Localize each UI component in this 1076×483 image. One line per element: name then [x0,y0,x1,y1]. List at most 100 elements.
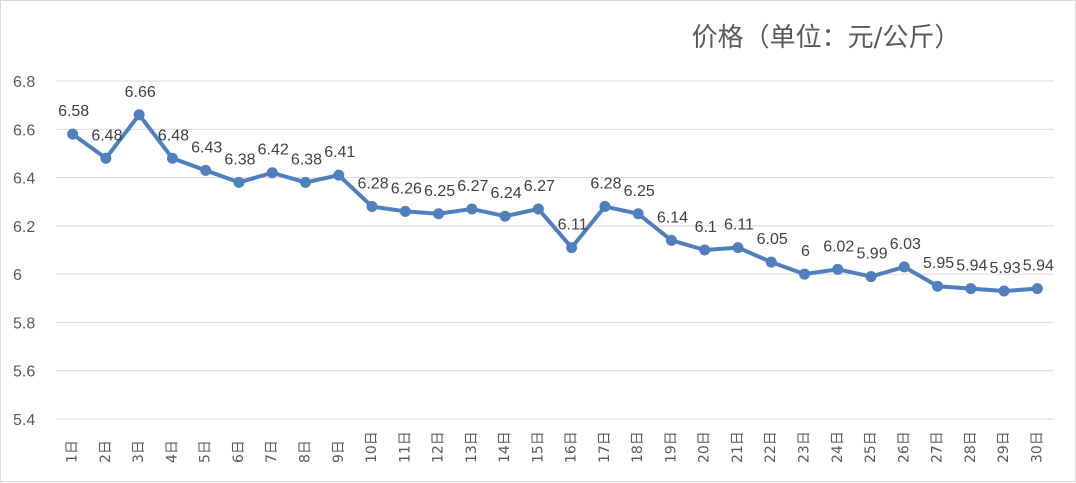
x-tick-label: 13日 [464,431,480,463]
x-tick-label: 11日 [397,431,413,463]
x-tick-label: 27日 [930,431,946,463]
data-label: 5.93 [990,260,1021,277]
data-point [932,280,944,292]
data-label: 6.24 [491,185,522,202]
x-tick-label: 9日 [331,440,347,463]
x-tick-label: 21日 [730,431,746,463]
y-tick-label: 5.4 [13,412,35,429]
x-tick-label: 4日 [164,440,180,463]
y-tick-label: 6.2 [13,219,35,236]
data-point [532,203,544,215]
data-label: 6.11 [558,217,588,234]
data-point [166,152,178,164]
data-point [67,128,79,140]
x-tick-label: 1日 [65,440,81,463]
data-label: 6.58 [58,103,89,120]
y-tick-label: 6 [13,267,22,284]
data-label: 6.27 [524,178,555,195]
data-point [699,244,711,256]
x-tick-label: 29日 [996,431,1012,463]
data-point [1031,283,1043,295]
data-point [566,242,578,254]
series-layer [67,109,1043,297]
data-point [865,271,877,283]
x-tick-label: 12日 [431,431,447,463]
x-tick-label: 26日 [896,431,912,463]
data-point [599,201,611,213]
data-label: 6.42 [258,142,289,159]
x-tick-label: 3日 [131,440,147,463]
data-label: 5.94 [956,258,987,275]
data-point [466,203,478,215]
data-label: 6.1 [695,219,717,236]
data-point [499,210,511,222]
data-label: 6 [801,243,810,260]
data-label: 6.28 [357,176,388,193]
data-point [133,109,145,121]
x-tick-label: 6日 [231,440,247,463]
data-label: 5.99 [856,246,887,263]
x-tick-label: 20日 [697,431,713,463]
data-label: 5.94 [1023,258,1054,275]
data-point [832,263,844,275]
x-tick-label: 28日 [963,431,979,463]
data-point [965,283,977,295]
data-label: 6.25 [424,183,455,200]
x-tick-label: 19日 [663,431,679,463]
y-axis-ticks: 5.4 5.6 5.8 6 6.2 6.4 6.6 6.8 [13,74,35,429]
data-point [300,176,311,188]
y-tick-label: 5.6 [13,364,35,381]
data-label: 5.95 [923,255,954,272]
chart-title: 价格（单位：元/公斤） [692,23,961,53]
data-label: 6.27 [457,178,488,195]
data-point [732,242,744,254]
data-label: 6.38 [224,151,255,168]
data-label: 6.11 [724,217,754,234]
data-point [366,201,378,213]
data-point [998,285,1010,297]
data-point [266,167,278,179]
x-tick-label: 2日 [98,440,114,463]
data-label: 6.41 [324,144,355,161]
x-tick-label: 17日 [597,431,613,463]
data-label: 6.43 [191,139,222,156]
data-point [399,205,411,217]
x-tick-label: 8日 [298,440,314,463]
x-tick-label: 30日 [1029,431,1045,463]
x-tick-label: 5日 [198,440,214,463]
data-label: 6.05 [757,231,788,248]
data-point [333,169,345,181]
data-label: 6.48 [91,127,122,144]
data-label: 6.03 [890,236,921,253]
x-tick-label: 16日 [564,431,580,463]
x-tick-label: 18日 [630,431,646,463]
y-tick-label: 6.8 [13,74,35,91]
data-label: 6.14 [657,209,688,226]
data-point [898,261,910,273]
x-axis-ticks: 1日 2日 3日 4日 5日 6日 7日 8日 9日 10日 11日 12日 13日 14日 15日 16日 1… [65,431,1046,463]
data-point [765,256,777,268]
data-label: 6.66 [125,84,156,101]
x-tick-label: 15日 [530,431,546,463]
data-point [233,176,245,188]
x-tick-label: 23日 [797,431,813,463]
data-point [433,208,445,220]
data-label: 6.02 [823,238,854,255]
data-label: 6.26 [391,180,422,197]
x-tick-label: 25日 [863,431,879,463]
y-tick-label: 6.6 [13,122,35,139]
x-tick-label: 7日 [264,440,280,463]
data-labels: 6.586.486.666.486.436.386.426.38 6.416.28… [58,84,1054,277]
data-point [632,208,644,220]
data-label: 6.38 [291,151,322,168]
x-tick-label: 22日 [763,431,779,463]
x-tick-label: 10日 [364,431,380,463]
data-label: 6.28 [590,176,621,193]
x-tick-label: 14日 [497,431,513,463]
series-line [70,112,1040,294]
data-label: 6.48 [158,127,189,144]
data-point [200,164,212,176]
y-tick-label: 6.4 [13,171,35,188]
